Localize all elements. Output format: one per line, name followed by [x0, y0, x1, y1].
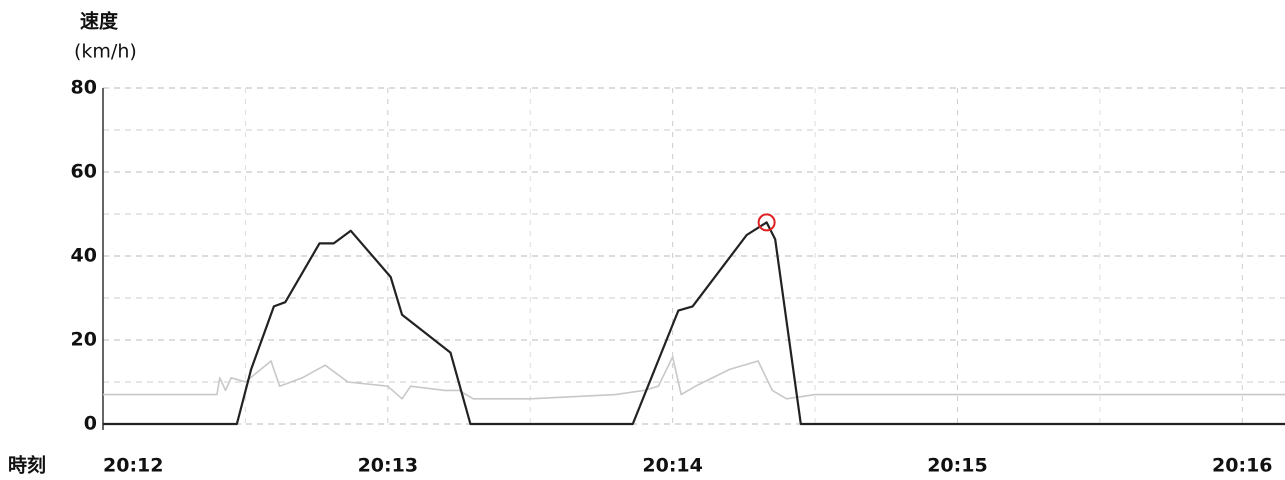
y-axis-unit: (km/h): [74, 41, 137, 63]
x-tick-label: 20:12: [103, 455, 163, 477]
highlight-marker: [757, 213, 776, 232]
y-tick-label: 80: [71, 77, 97, 99]
y-tick-label: 0: [84, 413, 97, 435]
y-tick-label: 60: [71, 161, 97, 183]
x-axis-label: 時刻: [8, 454, 46, 477]
x-tick-label: 20:14: [642, 455, 702, 477]
y-tick-label: 20: [71, 329, 97, 351]
x-tick-label: 20:16: [1212, 455, 1272, 477]
data-line: [103, 221, 1285, 426]
x-tick-label: 20:13: [358, 455, 418, 477]
y-axis-label: 速度: [80, 10, 119, 33]
x-tick-label: 20:15: [927, 455, 987, 477]
data-line: [103, 356, 1285, 400]
y-tick-label: 40: [71, 245, 97, 267]
